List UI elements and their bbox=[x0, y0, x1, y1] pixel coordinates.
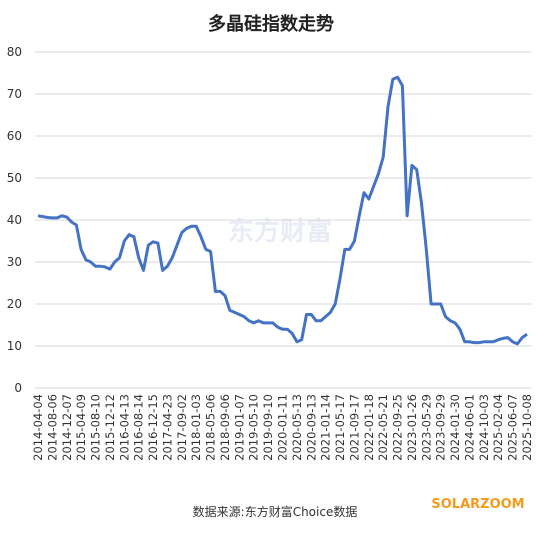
x-tick-label: 2025-06-07 bbox=[506, 394, 520, 461]
x-tick-label: 2023-09-29 bbox=[434, 394, 448, 461]
x-tick-label: 2018-01-03 bbox=[189, 394, 203, 461]
x-tick-label: 2015-08-10 bbox=[89, 394, 103, 461]
y-tick-label: 40 bbox=[7, 213, 22, 227]
x-tick-label: 2022-05-21 bbox=[376, 394, 390, 461]
x-tick-label: 2022-01-18 bbox=[362, 394, 376, 461]
x-tick-label: 2016-08-14 bbox=[132, 394, 146, 461]
x-tick-label: 2023-01-26 bbox=[405, 394, 419, 461]
x-tick-label: 2019-01-07 bbox=[232, 394, 246, 461]
chart-title: 多晶硅指数走势 bbox=[208, 13, 334, 35]
y-tick-label: 30 bbox=[7, 255, 22, 269]
x-tick-label: 2022-09-25 bbox=[391, 394, 405, 461]
watermark: 东方财富 bbox=[228, 216, 332, 247]
x-tick-label: 2024-01-30 bbox=[448, 394, 462, 461]
x-tick-label: 2015-12-12 bbox=[103, 394, 117, 461]
x-tick-label: 2020-01-11 bbox=[276, 394, 290, 461]
x-tick-label: 2019-09-10 bbox=[261, 394, 275, 461]
y-tick-label: 60 bbox=[7, 129, 22, 143]
source-note: 数据来源:东方财富Choice数据 bbox=[193, 504, 358, 519]
y-tick-label: 50 bbox=[7, 171, 22, 185]
x-tick-label: 2025-02-04 bbox=[491, 394, 505, 461]
x-tick-label: 2016-12-15 bbox=[146, 394, 160, 461]
brand: SOLARZOOM bbox=[431, 497, 524, 512]
x-tick-label: 2021-05-17 bbox=[333, 394, 347, 461]
x-tick-label: 2014-08-06 bbox=[45, 394, 59, 461]
x-tick-label: 2021-01-14 bbox=[319, 394, 333, 461]
x-tick-label: 2016-04-13 bbox=[117, 394, 131, 461]
x-tick-label: 2024-06-01 bbox=[462, 394, 476, 461]
x-tick-label: 2018-05-06 bbox=[204, 394, 218, 461]
y-tick-label: 20 bbox=[7, 297, 22, 311]
x-tick-label: 2025-10-08 bbox=[520, 394, 534, 461]
y-tick-label: 0 bbox=[14, 381, 22, 395]
data-line bbox=[37, 75, 528, 346]
x-tick-label: 2019-05-10 bbox=[247, 394, 261, 461]
y-tick-label: 70 bbox=[7, 87, 22, 101]
x-tick-label: 2021-09-17 bbox=[347, 394, 361, 461]
x-tick-label: 2014-12-07 bbox=[60, 394, 74, 461]
x-tick-label: 2015-04-09 bbox=[74, 394, 88, 461]
x-tick-label: 2014-04-04 bbox=[31, 394, 45, 461]
x-tick-label: 2020-09-13 bbox=[304, 394, 318, 461]
x-tick-label: 2017-04-23 bbox=[160, 394, 174, 461]
y-tick-label: 80 bbox=[7, 45, 22, 59]
x-tick-label: 2017-09-02 bbox=[175, 394, 189, 461]
x-tick-label: 2020-05-13 bbox=[290, 394, 304, 461]
y-tick-label: 10 bbox=[7, 339, 22, 353]
x-tick-label: 2018-09-06 bbox=[218, 394, 232, 461]
x-tick-label: 2024-10-03 bbox=[477, 394, 491, 461]
x-tick-label: 2023-05-29 bbox=[419, 394, 433, 461]
